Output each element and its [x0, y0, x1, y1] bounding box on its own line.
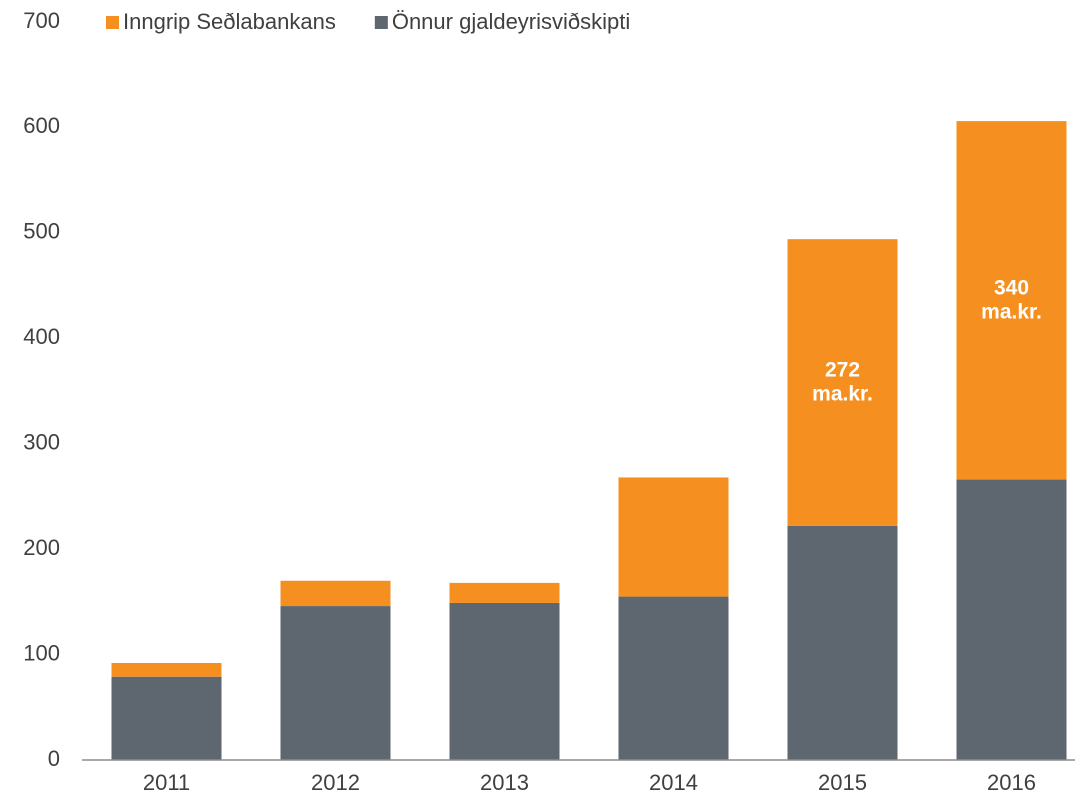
- bar-segment: [787, 239, 898, 526]
- data-label: 340 ma.kr.: [981, 276, 1042, 323]
- bar-segment: [956, 479, 1067, 760]
- x-tick-label: 2015: [818, 770, 867, 795]
- y-tick-label: 300: [23, 430, 60, 455]
- y-tick-label: 700: [23, 8, 60, 33]
- y-tick-label: 500: [23, 219, 60, 244]
- bar-segment: [280, 606, 391, 760]
- legend-swatch: [106, 16, 119, 29]
- bar-segment: [111, 663, 222, 677]
- bar-segment: [956, 121, 1067, 480]
- bar-segment: [449, 602, 560, 760]
- data-label: 272 ma.kr.: [812, 358, 873, 405]
- x-tick-label: 2014: [649, 770, 698, 795]
- x-tick-label: 2011: [143, 770, 190, 795]
- legend-label: Inngrip Seðlabankans: [123, 9, 336, 34]
- x-tick-label: 2012: [311, 770, 360, 795]
- bar-segment: [618, 477, 729, 597]
- y-tick-label: 100: [23, 640, 60, 665]
- y-tick-label: 0: [48, 746, 60, 771]
- bar-segment: [787, 525, 898, 760]
- bar-segment: [111, 676, 222, 760]
- x-tick-label: 2016: [987, 770, 1036, 795]
- bar-segment: [280, 580, 391, 607]
- y-tick-label: 600: [23, 113, 60, 138]
- y-tick-label: 200: [23, 535, 60, 560]
- y-tick-label: 400: [23, 324, 60, 349]
- x-tick-label: 2013: [480, 770, 529, 795]
- bar-segment: [618, 596, 729, 760]
- legend-label: Önnur gjaldeyrisviðskipti: [392, 9, 630, 34]
- legend-swatch: [374, 16, 388, 29]
- bar-segment: [449, 582, 560, 603]
